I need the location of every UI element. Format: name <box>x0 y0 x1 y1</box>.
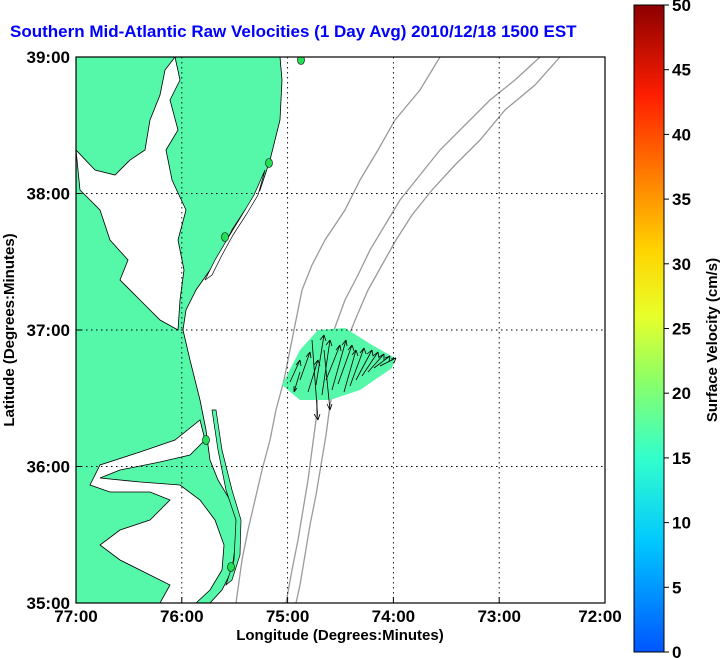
x-axis-label: Longitude (Degrees:Minutes) <box>236 627 444 644</box>
x-tick-label: 76:00 <box>160 607 203 626</box>
colorbar <box>633 4 665 653</box>
bathymetry-contour-slope <box>285 57 541 603</box>
x-tick-label: 77:00 <box>54 607 97 626</box>
bathymetry-contour-shelf <box>235 57 441 603</box>
colorbar-tick-label: 25 <box>672 320 691 339</box>
colorbar-label: Surface Velocity (cm/s) <box>704 258 721 422</box>
colorbar-tick-label: 10 <box>672 514 691 533</box>
x-tick-label: 72:00 <box>578 607 621 626</box>
colorbar-tick-label: 20 <box>672 384 691 403</box>
colorbar-tick-label: 50 <box>672 0 691 15</box>
outer-banks <box>211 409 242 587</box>
y-axis-label: Latitude (Degrees:Minutes) <box>1 233 18 426</box>
observation-stations <box>202 57 305 572</box>
pamlico-sound <box>89 419 225 603</box>
colorbar-tick-label: 40 <box>672 125 691 144</box>
y-tick-label: 36:00 <box>27 458 70 477</box>
delmarva-lagoon <box>204 169 266 281</box>
colorbar-tick-label: 5 <box>672 578 681 597</box>
y-tick-label: 39:00 <box>27 48 70 67</box>
y-tick-label: 35:00 <box>27 594 70 613</box>
y-tick-label: 37:00 <box>27 321 70 340</box>
velocity-vectors <box>289 334 397 421</box>
velocity-coverage <box>282 328 395 400</box>
map-title: Southern Mid-Atlantic Raw Velocities (1 … <box>10 22 577 41</box>
bathymetry-contour-deep <box>295 57 561 603</box>
axis-tick-marks <box>76 193 500 603</box>
x-tick-label: 75:00 <box>266 607 309 626</box>
y-tick-label: 38:00 <box>27 185 70 204</box>
x-tick-label: 74:00 <box>372 607 415 626</box>
colorbar-tick-label: 0 <box>672 643 681 659</box>
colorbar-tick-label: 35 <box>672 190 691 209</box>
colorbar-tick-label: 15 <box>672 449 691 468</box>
colorbar-tick-label: 30 <box>672 255 691 274</box>
grid-lines <box>76 57 605 603</box>
x-tick-label: 73:00 <box>477 607 520 626</box>
colorbar-tick-marks <box>664 4 669 653</box>
colorbar-tick-label: 45 <box>672 61 691 80</box>
